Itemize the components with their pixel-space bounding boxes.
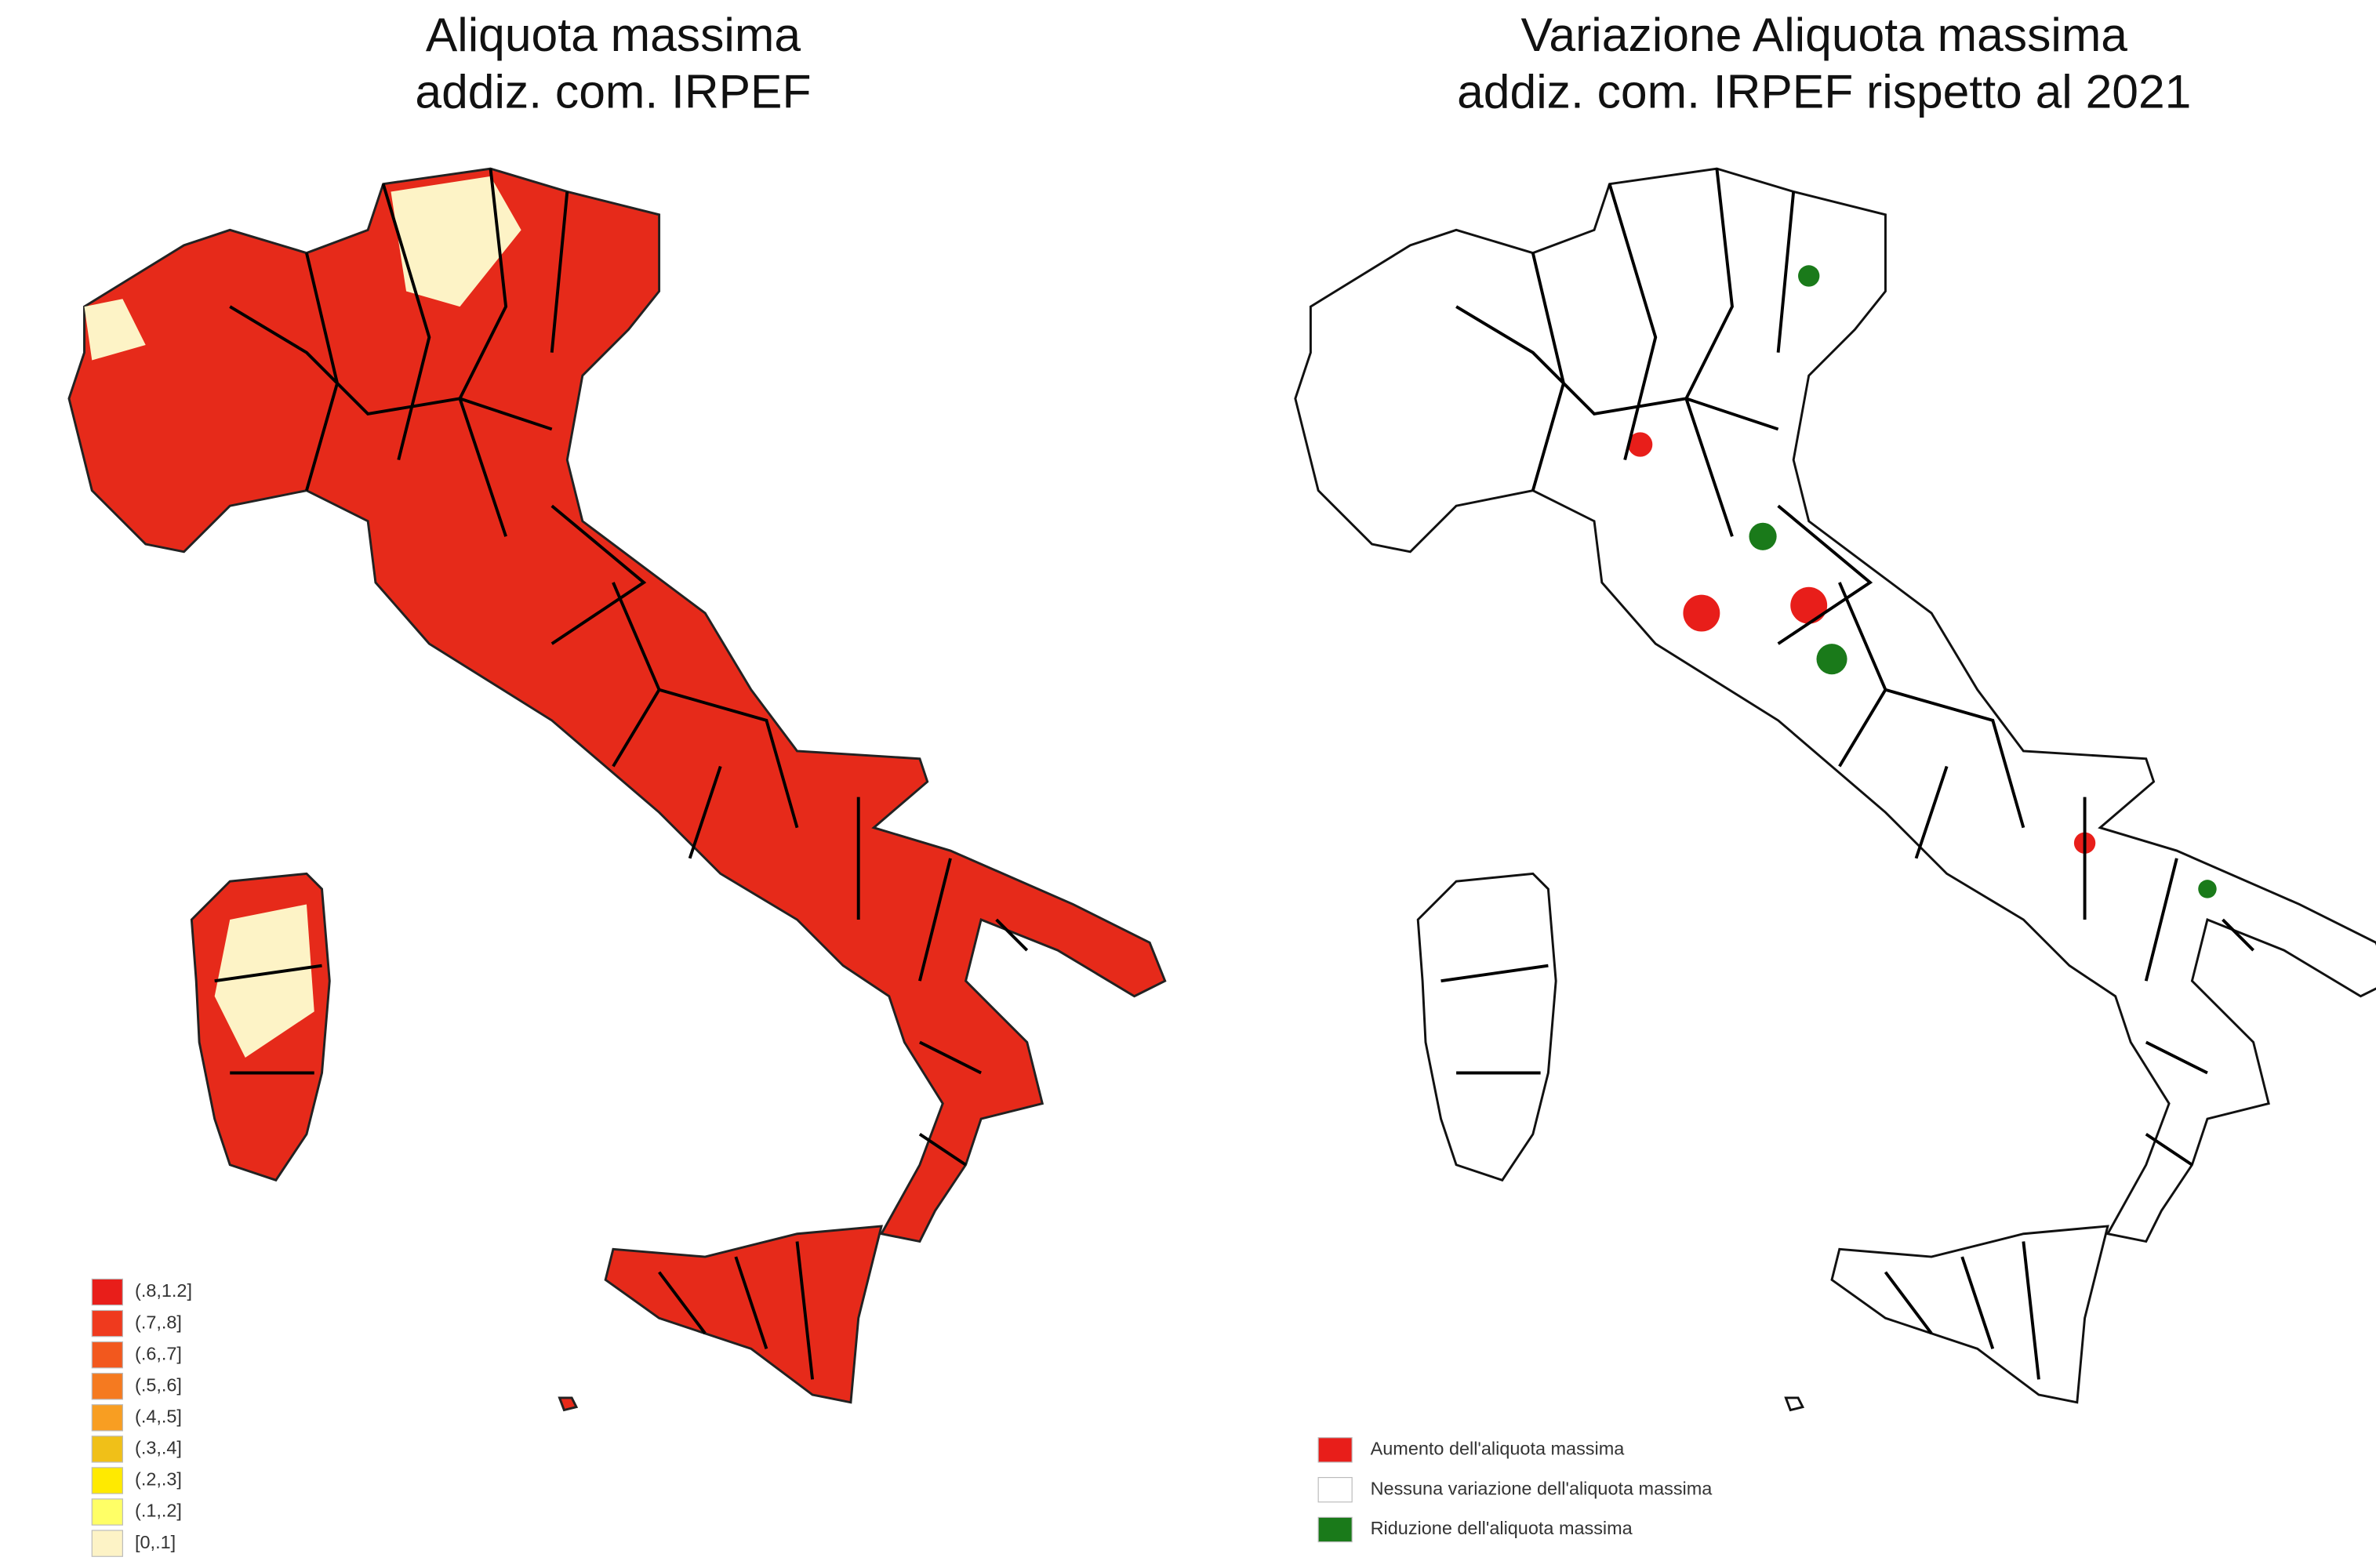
legend-swatch <box>91 1404 123 1432</box>
legend-label: (.6,.7] <box>135 1343 182 1363</box>
legend-label: (.3,.4] <box>135 1438 182 1458</box>
legend-swatch <box>91 1341 123 1369</box>
legend-swatch <box>91 1467 123 1494</box>
map-title: Aliquota massima <box>426 8 801 61</box>
legend-label: (.2,.3] <box>135 1469 182 1490</box>
legend-label: Nessuna variazione dell'aliquota massima <box>1371 1478 1713 1498</box>
map-title: addiz. com. IRPEF rispetto al 2021 <box>1457 64 2191 118</box>
legend-swatch <box>91 1498 123 1526</box>
legend-swatch <box>91 1530 123 1557</box>
legend-label: Aumento dell'aliquota massima <box>1371 1439 1626 1459</box>
legend-label: (.8,1.2] <box>135 1280 192 1301</box>
legend-swatch <box>1317 1476 1353 1503</box>
legend-swatch <box>1317 1516 1353 1543</box>
legend-swatch <box>91 1309 123 1338</box>
legend-swatch <box>91 1278 123 1306</box>
map-title: addiz. com. IRPEF <box>415 64 811 118</box>
legend-label: (.4,.5] <box>135 1406 182 1427</box>
legend-swatch <box>1317 1437 1353 1463</box>
legend-label: (.7,.8] <box>135 1312 182 1332</box>
legend-label: (.1,.2] <box>135 1501 182 1521</box>
map-title: Variazione Aliquota massima <box>1520 8 2127 61</box>
map-left <box>67 167 1167 1412</box>
legend-swatch <box>91 1373 123 1400</box>
legend-label: Riduzione dell'aliquota massima <box>1371 1518 1633 1538</box>
map-right <box>1294 167 2376 1412</box>
legend-label: (.5,.6] <box>135 1374 182 1395</box>
legend-label: [0,.1] <box>135 1532 176 1552</box>
legend-swatch <box>91 1436 123 1463</box>
